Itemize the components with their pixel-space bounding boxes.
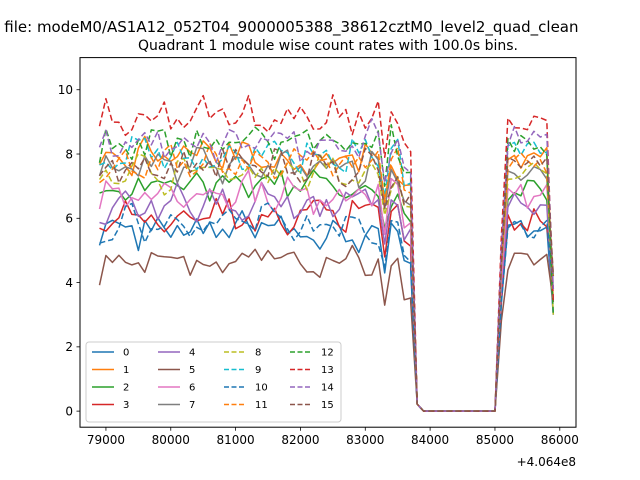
figure-suptitle: n file: modeM0/AS1A12_052T04_9000005388_…: [0, 18, 579, 37]
series-line-9: [99, 136, 555, 412]
x-tick-label: 83000: [346, 433, 384, 447]
legend-label-1: 1: [123, 365, 129, 376]
y-tick-label: 4: [65, 276, 73, 290]
legend-label-13: 13: [321, 365, 334, 376]
series-line-14: [98, 117, 555, 412]
x-tick-label: 82000: [281, 433, 319, 447]
chart-title: Quadrant 1 module wise count rates with …: [138, 38, 518, 54]
legend-label-15: 15: [321, 400, 334, 411]
legend-label-10: 10: [255, 383, 268, 394]
legend-label-7: 7: [189, 400, 195, 411]
series-lines: [98, 94, 555, 412]
y-tick-label: 6: [65, 212, 73, 226]
legend-label-14: 14: [321, 383, 334, 394]
series-line-11: [99, 142, 555, 412]
plot-frame: [79, 57, 577, 428]
x-tick-label: 79000: [87, 433, 125, 447]
legend-label-5: 5: [189, 365, 195, 376]
legend-box: [85, 341, 342, 423]
y-tick-label: 2: [65, 340, 73, 354]
legend-label-8: 8: [255, 348, 261, 359]
x-axis-offset-label: +4.064e8: [517, 455, 576, 469]
series-line-15: [98, 147, 555, 412]
y-tick-label: 0: [65, 404, 73, 418]
x-tick-label: 86000: [541, 433, 579, 447]
y-tick-label: 8: [65, 147, 73, 161]
x-tick-label: 85000: [476, 433, 514, 447]
y-axis: 0 2 4 6 8 10: [58, 83, 80, 418]
x-tick-label: 80000: [152, 433, 190, 447]
x-axis: 79000 80000 81000 82000 83000 84000 85000 86000: [87, 427, 579, 447]
series-line-10: [99, 202, 555, 412]
legend-label-11: 11: [255, 400, 268, 411]
y-tick-label: 10: [58, 83, 73, 97]
legend-label-2: 2: [123, 383, 129, 394]
legend-label-4: 4: [189, 348, 195, 359]
x-tick-label: 84000: [411, 433, 449, 447]
x-tick-label: 81000: [217, 433, 255, 447]
legend-label-9: 9: [255, 365, 261, 376]
legend-label-12: 12: [321, 348, 334, 359]
legend-label-6: 6: [189, 383, 195, 394]
legend-label-0: 0: [123, 348, 129, 359]
legend-label-3: 3: [123, 400, 129, 411]
